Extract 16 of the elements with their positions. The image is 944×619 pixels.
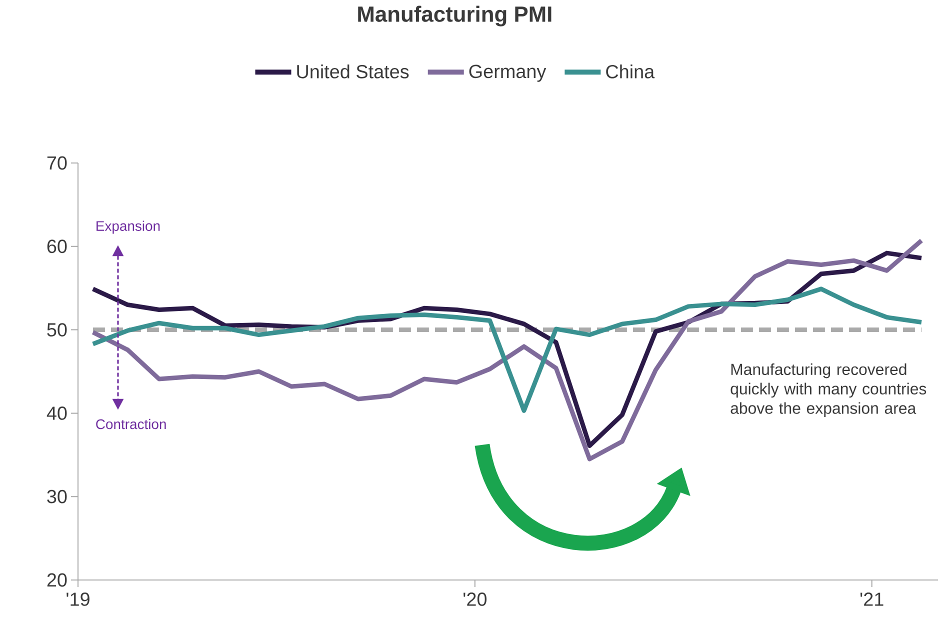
x-tick-label: '20 bbox=[464, 592, 487, 606]
legend-label: United States bbox=[297, 64, 409, 78]
x-tick-label: '19 bbox=[66, 592, 90, 606]
y-tick-label: 70 bbox=[47, 156, 67, 170]
y-tick-label: 40 bbox=[46, 406, 67, 420]
annotation: Expansion bbox=[96, 220, 160, 234]
y-tick-label: 20 bbox=[47, 573, 67, 587]
y-tick-label: 30 bbox=[47, 490, 67, 504]
annotation: Contraction bbox=[96, 418, 166, 430]
chart-title: Manufacturing PMI bbox=[358, 6, 552, 26]
legend-label: Germany bbox=[469, 64, 546, 82]
y-tick-label: 60 bbox=[47, 240, 67, 254]
x-tick-label: '21 bbox=[860, 592, 884, 606]
annotation: Manufacturing recovered quickly with many countries above the expansion area bbox=[730, 363, 926, 418]
legend-label: China bbox=[606, 64, 655, 78]
y-tick-label: 50 bbox=[47, 323, 67, 336]
